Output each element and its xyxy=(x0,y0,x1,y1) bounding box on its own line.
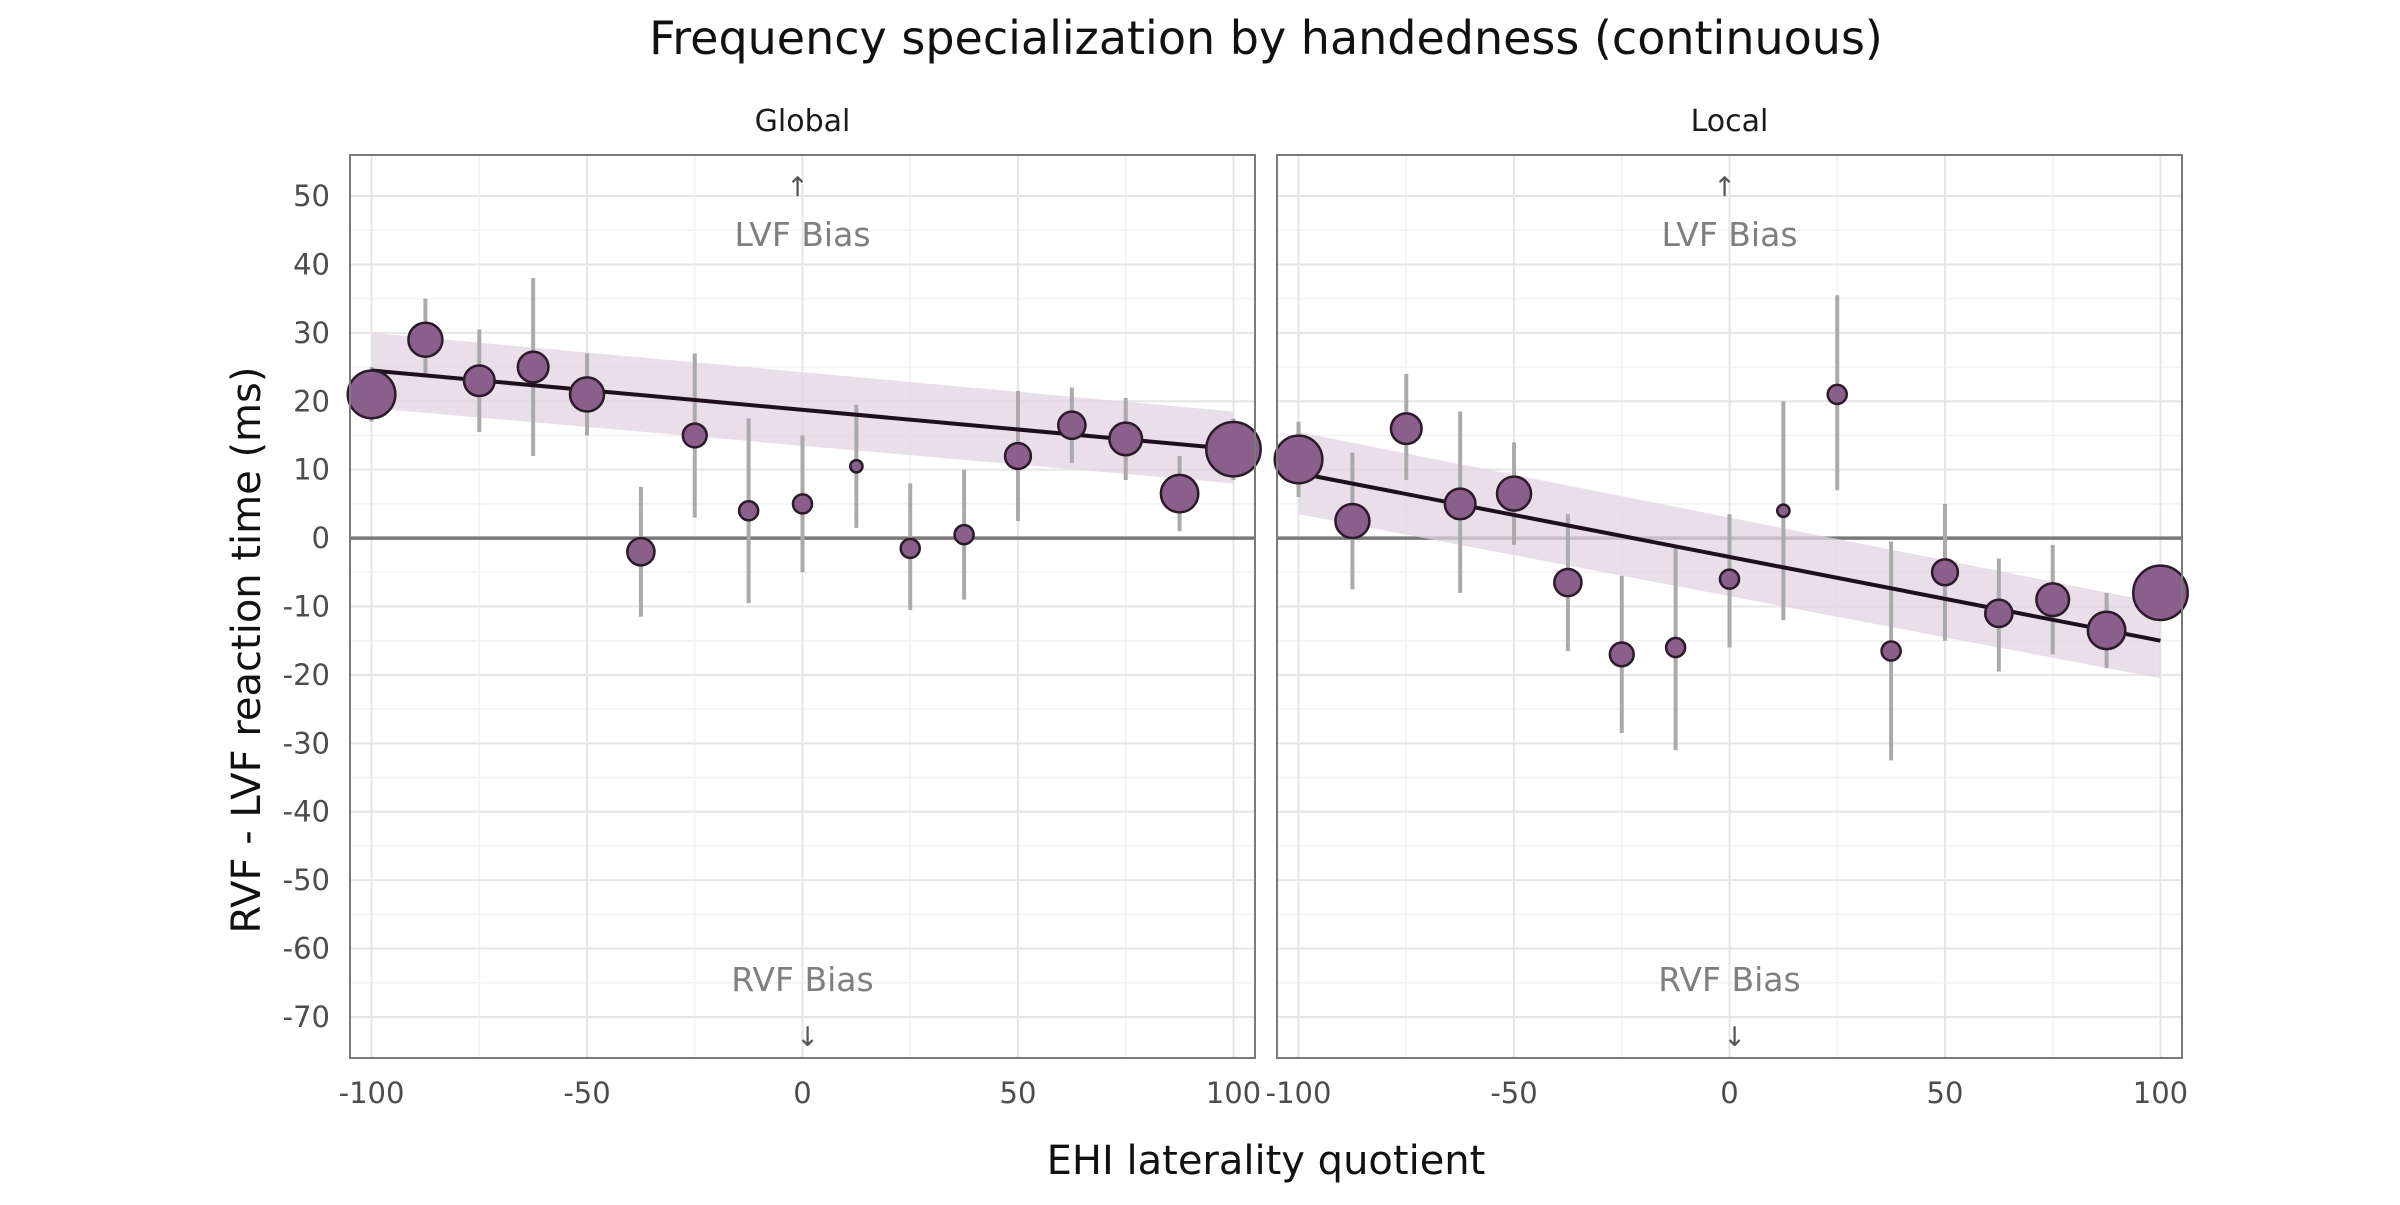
x-tick-label: 0 xyxy=(793,1076,811,1110)
data-point xyxy=(1275,436,1323,484)
y-axis-title: RVF - LVF reaction time (ms) xyxy=(224,367,270,934)
data-point xyxy=(1005,443,1031,469)
data-point xyxy=(348,371,396,419)
x-tick-label: 100 xyxy=(2133,1076,2188,1110)
lvf-bias-arrow: ↑ xyxy=(786,172,809,203)
x-tick-label: 50 xyxy=(1927,1076,1964,1110)
chart-title: Frequency specialization by handedness (… xyxy=(649,11,1883,65)
lvf-bias-arrow: ↑ xyxy=(1713,172,1736,203)
rvf-bias-arrow: ↓ xyxy=(796,1022,819,1053)
data-point xyxy=(1109,423,1142,456)
data-point xyxy=(1777,505,1789,517)
data-point xyxy=(1497,477,1531,511)
x-tick-label: -100 xyxy=(1266,1076,1332,1110)
x-tick-label: -50 xyxy=(563,1076,610,1110)
panel-local: Local ↑ LVF Bias RVF Bias ↓ -100 -50 0 50 100 xyxy=(1266,104,2188,1110)
data-point xyxy=(1391,413,1422,444)
x-tick-label: 100 xyxy=(1206,1076,1261,1110)
y-tick-label: -30 xyxy=(283,726,330,760)
data-point xyxy=(1445,489,1476,520)
data-point xyxy=(739,501,758,520)
y-tick-label: 20 xyxy=(293,384,330,418)
y-tick-label: -60 xyxy=(283,932,330,966)
x-tick-label: 50 xyxy=(1000,1076,1037,1110)
rvf-bias-label: RVF Bias xyxy=(731,960,873,999)
data-point xyxy=(1161,475,1198,512)
data-point xyxy=(518,352,549,383)
y-tick-label: 0 xyxy=(312,521,330,555)
y-tick-label: -40 xyxy=(283,795,330,829)
data-point xyxy=(683,424,707,448)
data-point xyxy=(2036,583,2069,616)
data-point xyxy=(1720,570,1739,589)
y-tick-label: -20 xyxy=(283,658,330,692)
x-tick-label: -100 xyxy=(339,1076,405,1110)
data-point xyxy=(850,460,862,472)
data-point xyxy=(1554,569,1581,596)
data-point xyxy=(1058,412,1085,439)
y-tick-label: -50 xyxy=(283,863,330,897)
y-tick-label: 10 xyxy=(293,453,330,487)
rvf-bias-label: RVF Bias xyxy=(1658,960,1800,999)
panel-strip-label: Global xyxy=(755,104,851,139)
x-tick-label: 0 xyxy=(1720,1076,1738,1110)
data-point xyxy=(1828,385,1847,404)
data-point xyxy=(627,538,654,565)
data-point xyxy=(1932,559,1958,585)
data-point xyxy=(464,365,495,396)
y-tick-label: -70 xyxy=(283,1000,330,1034)
y-tick-label: 30 xyxy=(293,316,330,350)
lvf-bias-label: LVF Bias xyxy=(1661,215,1797,254)
data-point xyxy=(1666,638,1685,657)
data-point xyxy=(1882,641,1901,660)
data-point xyxy=(955,525,974,544)
data-point xyxy=(793,494,812,513)
data-point xyxy=(901,539,920,558)
y-tick-label: 50 xyxy=(293,179,330,213)
data-point xyxy=(1335,504,1369,538)
data-point xyxy=(2133,566,2187,620)
y-tick-label: -10 xyxy=(283,590,330,624)
data-point xyxy=(1985,600,2012,627)
data-point xyxy=(408,323,442,357)
data-point xyxy=(570,377,604,411)
y-tick-label: 40 xyxy=(293,247,330,281)
panel-strip-label: Local xyxy=(1691,104,1769,139)
x-tick-label: -50 xyxy=(1490,1076,1537,1110)
lvf-bias-label: LVF Bias xyxy=(734,215,870,254)
data-point xyxy=(2088,612,2125,649)
rvf-bias-arrow: ↓ xyxy=(1723,1022,1746,1053)
data-point xyxy=(1206,422,1260,476)
x-axis-title: EHI laterality quotient xyxy=(1047,1138,1486,1184)
data-point xyxy=(1610,642,1634,666)
